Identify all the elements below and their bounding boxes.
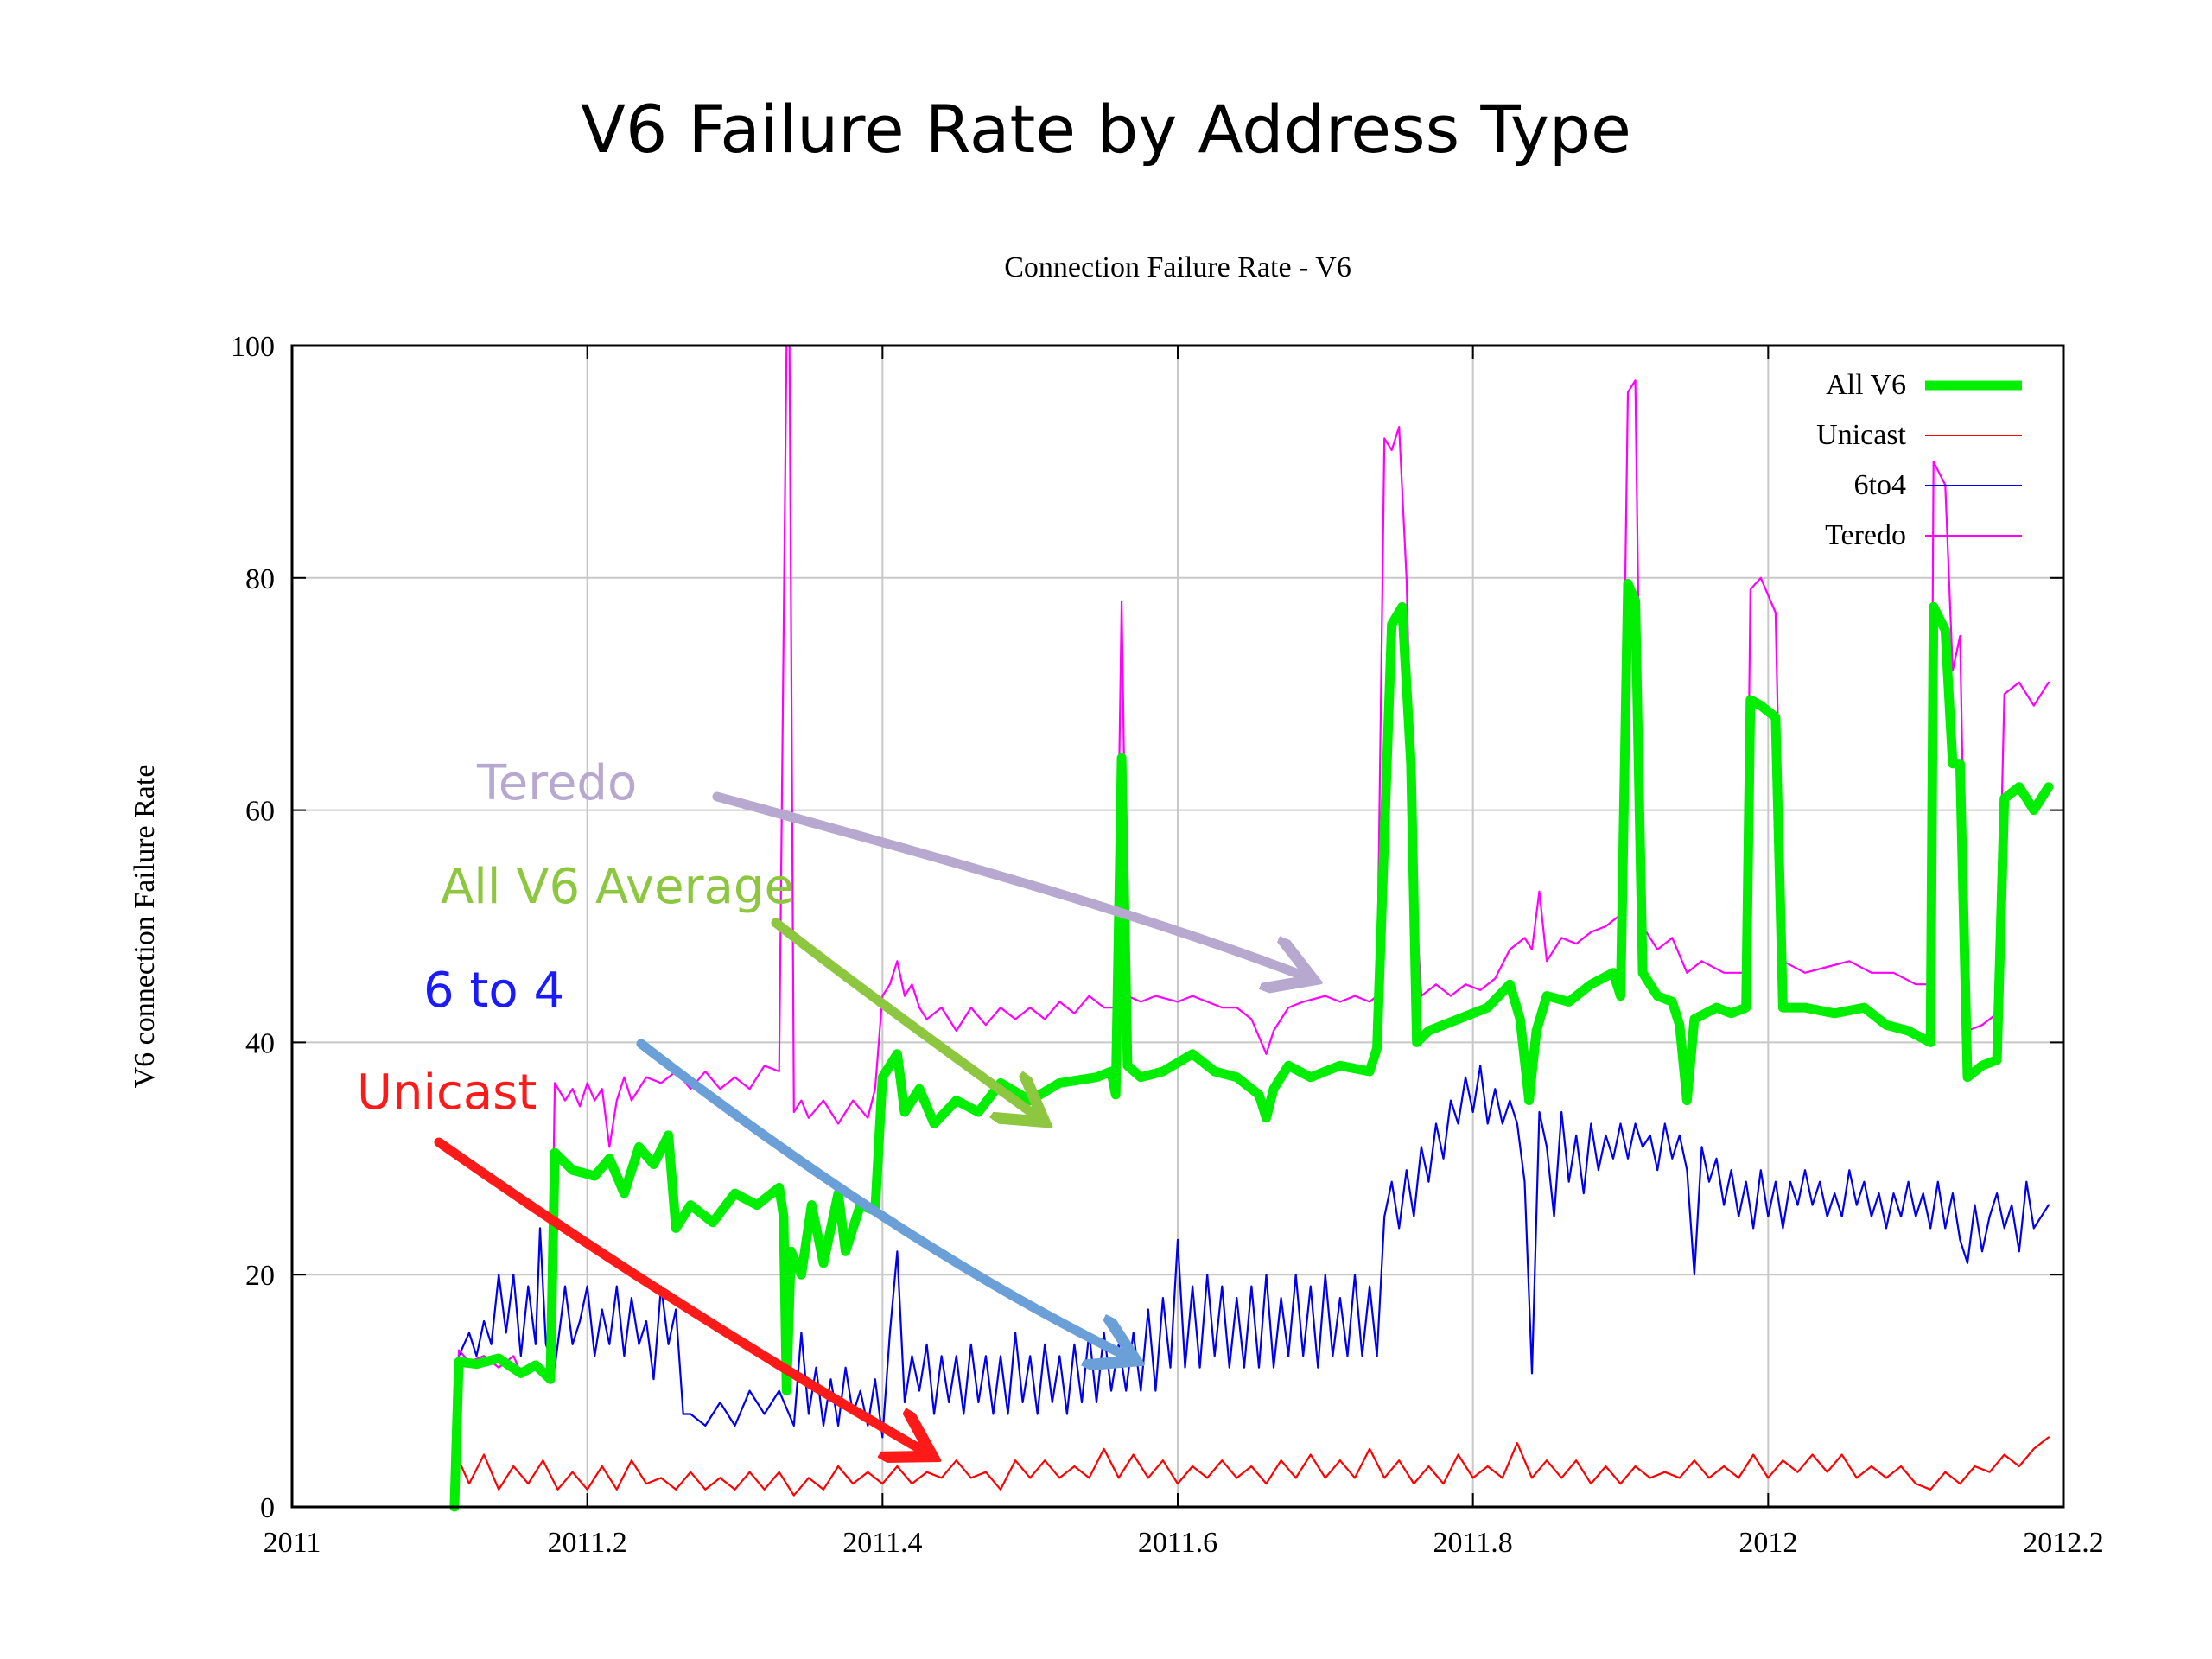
- series-line-unicast: [453, 1436, 2050, 1509]
- annotation-teredo: Teredo: [476, 755, 637, 811]
- all-v6-average-arrow: [771, 918, 1037, 1116]
- y-tick-label: 60: [245, 796, 275, 828]
- legend-label: Unicast: [1816, 419, 1906, 451]
- x-tick-label: 2012: [1738, 1527, 1797, 1559]
- y-tick-label: 100: [231, 331, 275, 363]
- legend-label: 6to4: [1854, 469, 1906, 501]
- unicast-arrow: [434, 1137, 925, 1452]
- legend-label: Teredo: [1825, 519, 1906, 551]
- slide-title: V6 Failure Rate by Address Type: [581, 91, 1631, 168]
- series-group: [449, 344, 2054, 1512]
- y-axis-label: V6 connection Failure Rate: [129, 765, 161, 1089]
- legend-item-all-v6: All V6: [1826, 369, 2022, 401]
- y-tick-label: 20: [245, 1260, 275, 1292]
- x-tick-label: 2011.2: [548, 1527, 627, 1559]
- x-tick-label: 2011.8: [1433, 1527, 1513, 1559]
- legend-item-6to4: 6to4: [1854, 469, 2022, 501]
- x-tick-label: 2011: [264, 1527, 321, 1559]
- annotations: Teredo All V6 Average 6 to 4 Unicast: [357, 755, 1305, 1452]
- chart-title: Connection Failure Rate - V6: [1004, 251, 1351, 283]
- 6to4-arrow: [636, 1039, 1128, 1357]
- legend-item-teredo: Teredo: [1825, 519, 2022, 551]
- legend-item-unicast: Unicast: [1816, 419, 2022, 451]
- series-line-6to4: [453, 1065, 2050, 1509]
- series-line-all-v6: [449, 579, 2054, 1512]
- annotation-6to4: 6 to 4: [423, 963, 564, 1019]
- y-tick-label: 80: [245, 563, 275, 595]
- y-tick-label: 40: [245, 1027, 275, 1059]
- y-tick-label: 0: [260, 1492, 275, 1524]
- x-tick-label: 2011.4: [842, 1527, 922, 1559]
- legend-label: All V6: [1826, 369, 1906, 401]
- annotation-all-v6-average: All V6 Average: [441, 859, 794, 915]
- x-tick-label: 2011.6: [1138, 1527, 1217, 1559]
- axis-ticks: 2011 2011.2 2011.4 2011.6 2011.8 2012 2012.2 0 2…: [231, 331, 2104, 1559]
- series-line-teredo: [453, 344, 2050, 1509]
- x-tick-label: 2012.2: [2023, 1527, 2104, 1559]
- legend: All V6 Unicast 6to4 Teredo: [1816, 369, 2022, 551]
- teredo-arrow: [712, 791, 1305, 976]
- annotation-unicast: Unicast: [357, 1065, 537, 1121]
